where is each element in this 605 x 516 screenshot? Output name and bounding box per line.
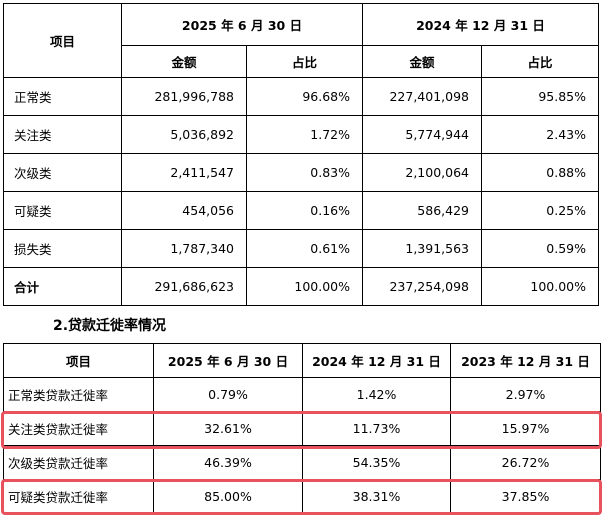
ratio-cell: 1.72% bbox=[246, 115, 363, 154]
amount-cell: 454,056 bbox=[121, 191, 247, 230]
header-2023: 2023 年 12 月 31 日 bbox=[450, 343, 601, 378]
table-row: 可疑类贷款迁徙率 85.00% 38.31% 37.85% bbox=[3, 479, 601, 514]
subheader-amount-2024: 金额 bbox=[362, 45, 482, 78]
rate-cell: 32.61% bbox=[153, 411, 303, 446]
amount-cell: 1,391,563 bbox=[362, 229, 482, 268]
table-row: 关注类贷款迁徙率 32.61% 11.73% 15.97% bbox=[3, 411, 601, 446]
row-label-total: 合计 bbox=[3, 267, 122, 306]
subheader-ratio-2025: 占比 bbox=[246, 45, 363, 78]
ratio-cell: 0.59% bbox=[481, 229, 599, 268]
rate-cell: 2.97% bbox=[450, 377, 601, 412]
header-2024: 2024 年 12 月 31 日 bbox=[302, 343, 451, 378]
header-item: 项目 bbox=[3, 343, 154, 378]
amount-cell: 5,774,944 bbox=[362, 115, 482, 154]
table-row: 正常类 281,996,788 96.68% 227,401,098 95.85… bbox=[3, 77, 599, 116]
rate-cell: 1.42% bbox=[302, 377, 451, 412]
amount-cell: 586,429 bbox=[362, 191, 482, 230]
table-row: 正常类贷款迁徙率 0.79% 1.42% 2.97% bbox=[3, 377, 601, 412]
amount-cell: 5,036,892 bbox=[121, 115, 247, 154]
table-row: 关注类 5,036,892 1.72% 5,774,944 2.43% bbox=[3, 115, 599, 154]
row-label: 次级类贷款迁徙率 bbox=[3, 445, 154, 480]
ratio-cell: 0.16% bbox=[246, 191, 363, 230]
rate-cell: 15.97% bbox=[450, 411, 601, 446]
section-title: 2.贷款迁徙率情况 bbox=[53, 318, 167, 334]
amount-cell: 2,411,547 bbox=[121, 153, 247, 192]
rate-cell: 37.85% bbox=[450, 479, 601, 514]
ratio-cell: 0.25% bbox=[481, 191, 599, 230]
header-period-2024: 2024 年 12 月 31 日 bbox=[362, 3, 599, 46]
header-item: 项目 bbox=[3, 3, 122, 78]
row-label: 正常类贷款迁徙率 bbox=[3, 377, 154, 412]
row-label: 次级类 bbox=[3, 153, 122, 192]
rate-cell: 11.73% bbox=[302, 411, 451, 446]
ratio-cell: 2.43% bbox=[481, 115, 599, 154]
table-row: 损失类 1,787,340 0.61% 1,391,563 0.59% bbox=[3, 229, 599, 268]
row-label: 损失类 bbox=[3, 229, 122, 268]
subheader-amount-2025: 金额 bbox=[121, 45, 247, 78]
rate-cell: 85.00% bbox=[153, 479, 303, 514]
row-label: 可疑类 bbox=[3, 191, 122, 230]
rate-cell: 54.35% bbox=[302, 445, 451, 480]
subheader-ratio-2024: 占比 bbox=[481, 45, 599, 78]
rate-cell: 0.79% bbox=[153, 377, 303, 412]
row-label: 关注类 bbox=[3, 115, 122, 154]
ratio-cell: 100.00% bbox=[481, 267, 599, 306]
ratio-cell: 0.83% bbox=[246, 153, 363, 192]
loan-classification-table: 项目 2025 年 6 月 30 日 2024 年 12 月 31 日 金额 占… bbox=[3, 3, 599, 306]
amount-cell: 291,686,623 bbox=[121, 267, 247, 306]
amount-cell: 237,254,098 bbox=[362, 267, 482, 306]
header-2025h1: 2025 年 6 月 30 日 bbox=[153, 343, 303, 378]
row-label: 关注类贷款迁徙率 bbox=[3, 411, 154, 446]
table-row: 次级类贷款迁徙率 46.39% 54.35% 26.72% bbox=[3, 445, 601, 480]
header-period-2025h1: 2025 年 6 月 30 日 bbox=[121, 3, 363, 46]
amount-cell: 2,100,064 bbox=[362, 153, 482, 192]
table-row: 次级类 2,411,547 0.83% 2,100,064 0.88% bbox=[3, 153, 599, 192]
amount-cell: 1,787,340 bbox=[121, 229, 247, 268]
row-label: 可疑类贷款迁徙率 bbox=[3, 479, 154, 514]
rate-cell: 38.31% bbox=[302, 479, 451, 514]
ratio-cell: 0.61% bbox=[246, 229, 363, 268]
table-row: 可疑类 454,056 0.16% 586,429 0.25% bbox=[3, 191, 599, 230]
rate-cell: 46.39% bbox=[153, 445, 303, 480]
row-label: 正常类 bbox=[3, 77, 122, 116]
ratio-cell: 96.68% bbox=[246, 77, 363, 116]
migration-rate-table: 项目 2025 年 6 月 30 日 2024 年 12 月 31 日 2023… bbox=[3, 343, 601, 514]
ratio-cell: 95.85% bbox=[481, 77, 599, 116]
table-row-total: 合计 291,686,623 100.00% 237,254,098 100.0… bbox=[3, 267, 599, 306]
amount-cell: 281,996,788 bbox=[121, 77, 247, 116]
ratio-cell: 0.88% bbox=[481, 153, 599, 192]
rate-cell: 26.72% bbox=[450, 445, 601, 480]
ratio-cell: 100.00% bbox=[246, 267, 363, 306]
amount-cell: 227,401,098 bbox=[362, 77, 482, 116]
